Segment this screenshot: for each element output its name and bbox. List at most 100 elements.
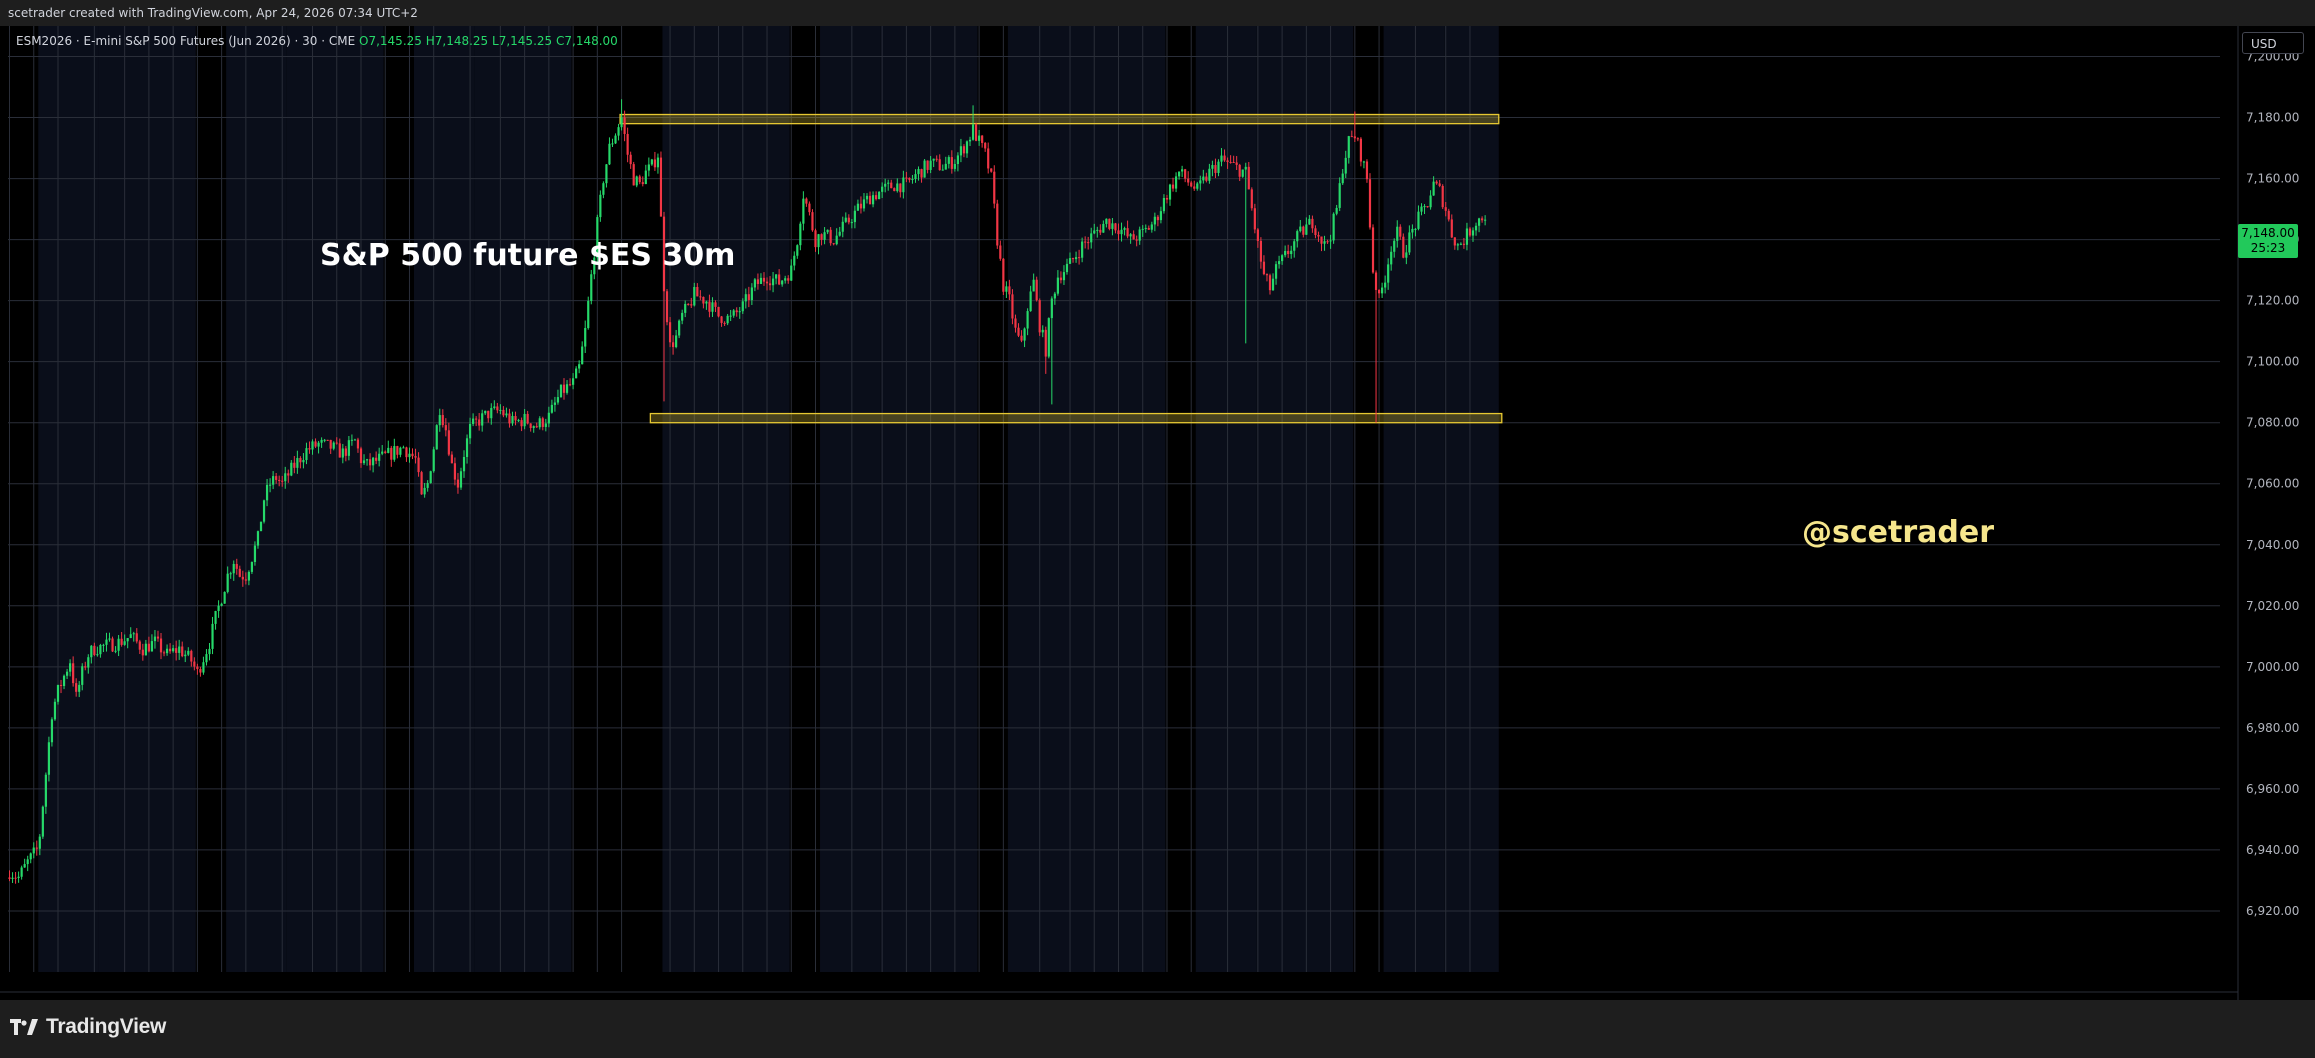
- candle-325: [993, 165, 996, 209]
- candle-255: [781, 280, 784, 287]
- candle-289: [884, 178, 887, 193]
- candle-251: [768, 276, 772, 291]
- candle-197: [605, 163, 608, 188]
- candle-57: [181, 641, 184, 658]
- candle-413: [1259, 237, 1263, 269]
- ohlc-low: L7,145.25: [492, 34, 553, 48]
- candle-145: [447, 422, 450, 457]
- session-band-19: [1195, 26, 1257, 972]
- session-band-0: [8, 26, 39, 972]
- symbol-info[interactable]: ESM2026 · E-mini S&P 500 Futures (Jun 20…: [16, 34, 618, 48]
- candle-77: [241, 570, 244, 587]
- candle-29: [96, 646, 99, 657]
- candle-384: [1171, 177, 1175, 192]
- candle-181: [556, 389, 560, 405]
- candle-91: [284, 466, 287, 489]
- candles: [8, 99, 1487, 884]
- candle-290: [887, 179, 890, 191]
- candle-11: [41, 805, 44, 839]
- candle-109: [338, 438, 341, 458]
- candle-131: [405, 446, 408, 462]
- session-band-12: [789, 26, 821, 972]
- candle-374: [1141, 225, 1144, 237]
- candle-274: [838, 226, 841, 237]
- candlestick-chart[interactable]: 6,920.00 6,940.00 6,960.00 6,980.00 7,000.00…: [0, 26, 2315, 1000]
- candle-98: [305, 442, 308, 465]
- candle-269: [823, 227, 826, 245]
- candle-379: [1156, 214, 1159, 227]
- price-tick-label: 7,120.00: [2246, 294, 2299, 308]
- candle-16: [56, 684, 60, 705]
- candle-291: [890, 179, 893, 189]
- candle-481: [1465, 222, 1469, 251]
- candle-404: [1232, 155, 1235, 164]
- candle-427: [1302, 225, 1305, 238]
- candle-139: [429, 470, 432, 484]
- candle-329: [1005, 281, 1008, 298]
- candle-423: [1290, 245, 1293, 259]
- candle-254: [778, 269, 781, 286]
- candle-133: [411, 448, 414, 460]
- ohlc-close: C7,148.00: [555, 34, 618, 48]
- candle-146: [450, 451, 453, 464]
- candle-430: [1311, 215, 1314, 233]
- candle-385: [1174, 172, 1178, 193]
- candle-171: [526, 410, 529, 425]
- candle-204: [626, 127, 629, 163]
- candle-363: [1108, 218, 1111, 231]
- candle-386: [1177, 171, 1181, 180]
- candle-332: [1014, 314, 1017, 333]
- candle-6: [26, 855, 29, 872]
- candle-30: [99, 643, 102, 658]
- candle-79: [247, 570, 250, 586]
- candle-464: [1414, 228, 1417, 237]
- candle-418: [1274, 261, 1278, 285]
- candle-192: [590, 269, 593, 305]
- candle-372: [1135, 235, 1138, 247]
- candle-258: [790, 259, 793, 282]
- candle-368: [1123, 226, 1126, 236]
- candle-12: [44, 772, 47, 814]
- candle-239: [732, 308, 735, 318]
- candle-305: [932, 158, 935, 168]
- candle-390: [1190, 180, 1193, 188]
- candle-20: [69, 659, 72, 677]
- candle-270: [826, 229, 829, 235]
- candle-364: [1111, 218, 1114, 236]
- candle-153: [472, 413, 475, 427]
- candle-60: [190, 649, 193, 667]
- candle-461: [1405, 244, 1408, 265]
- candle-381: [1162, 194, 1166, 214]
- candle-10: [38, 834, 41, 856]
- candle-90: [281, 475, 284, 487]
- bar-countdown: 25:23: [2250, 241, 2286, 255]
- candle-395: [1205, 172, 1208, 183]
- candle-346: [1056, 270, 1059, 296]
- candle-193: [593, 250, 596, 280]
- candle-105: [326, 439, 329, 441]
- candle-275: [841, 216, 844, 238]
- candle-50: [159, 632, 163, 660]
- candle-59: [187, 647, 190, 657]
- candle-371: [1132, 230, 1135, 240]
- candle-453: [1381, 282, 1384, 298]
- candle-434: [1323, 235, 1326, 251]
- candle-469: [1429, 190, 1432, 210]
- candle-253: [775, 274, 778, 285]
- currency-selector[interactable]: USD: [2242, 32, 2304, 54]
- candle-40: [129, 627, 132, 639]
- candle-326: [996, 199, 999, 249]
- candle-334: [1020, 330, 1023, 343]
- candle-359: [1096, 226, 1099, 238]
- session-band-3: [195, 26, 227, 972]
- candle-308: [941, 164, 944, 171]
- tradingview-logo[interactable]: TradingView: [10, 1015, 166, 1039]
- candle-241: [738, 307, 741, 319]
- candle-114: [353, 438, 357, 441]
- candle-440: [1341, 169, 1344, 185]
- candle-1: [11, 872, 14, 883]
- candle-92: [287, 469, 290, 483]
- range-zone-1: [649, 412, 1503, 424]
- candle-336: [1026, 308, 1029, 336]
- session-band-6: [383, 26, 415, 972]
